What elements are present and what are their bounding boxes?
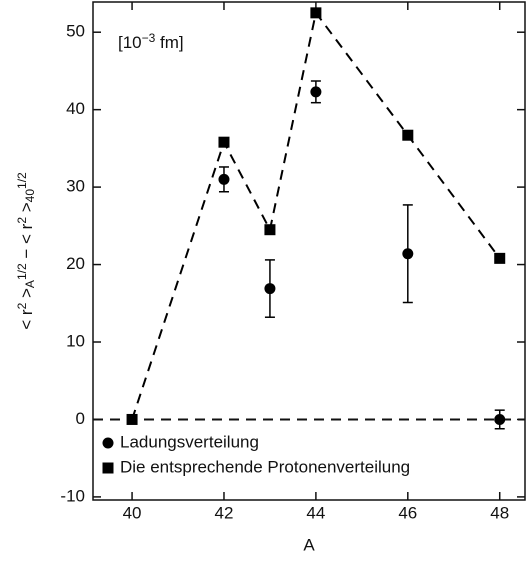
point — [264, 283, 276, 295]
y-axis-label-part: < r — [17, 309, 36, 330]
y-axis-label-part: 40 — [23, 189, 37, 203]
x-tick-label: 42 — [215, 503, 234, 522]
y-axis-label-part: 1/2 — [15, 263, 29, 280]
x-tick-label: 48 — [490, 503, 509, 522]
point — [264, 224, 276, 236]
y-axis-label-part: > — [17, 288, 36, 303]
legend-marker — [102, 462, 114, 474]
y-tick-label: 40 — [66, 99, 85, 118]
x-axis-label: A — [303, 535, 315, 554]
y-axis-label-part: A — [23, 280, 37, 288]
x-tick-label: 40 — [123, 503, 142, 522]
y-tick-label: -10 — [60, 486, 85, 505]
x-tick-label: 46 — [398, 503, 417, 522]
annotation-part: [10 — [118, 33, 142, 52]
y-tick-label: 30 — [66, 177, 85, 196]
y-tick-label: 0 — [76, 409, 85, 428]
point — [494, 413, 506, 425]
y-axis-label-part: 2 — [15, 302, 29, 309]
legend-label: Die entsprechende Protonenverteilung — [120, 457, 410, 476]
y-tick-label: 20 — [66, 254, 85, 273]
point — [218, 136, 230, 148]
point — [310, 7, 322, 19]
annotation-part: −3 — [142, 31, 156, 45]
y-axis-label-part: − < r — [17, 223, 36, 263]
legend-marker — [102, 437, 114, 449]
annotation: [10−3 fm] — [118, 31, 184, 52]
annotation-part: fm] — [155, 33, 183, 52]
legend-label: Ladungsverteilung — [120, 432, 259, 451]
point — [310, 86, 322, 98]
y-axis-label-part: 1/2 — [15, 172, 29, 189]
y-tick-label: 50 — [66, 22, 85, 41]
y-axis-label-part: 2 — [15, 217, 29, 224]
point — [126, 413, 138, 425]
point — [494, 252, 506, 264]
y-axis-label: < r2 >A1/2 − < r2 >401/2 — [15, 172, 37, 330]
x-tick-label: 44 — [306, 503, 325, 522]
y-axis-label-part: > — [17, 202, 36, 217]
plot-frame — [92, 1, 526, 501]
point — [402, 129, 414, 141]
point — [402, 248, 414, 260]
y-tick-label: 10 — [66, 331, 85, 350]
series-line — [131, 10, 501, 420]
point — [218, 173, 230, 185]
